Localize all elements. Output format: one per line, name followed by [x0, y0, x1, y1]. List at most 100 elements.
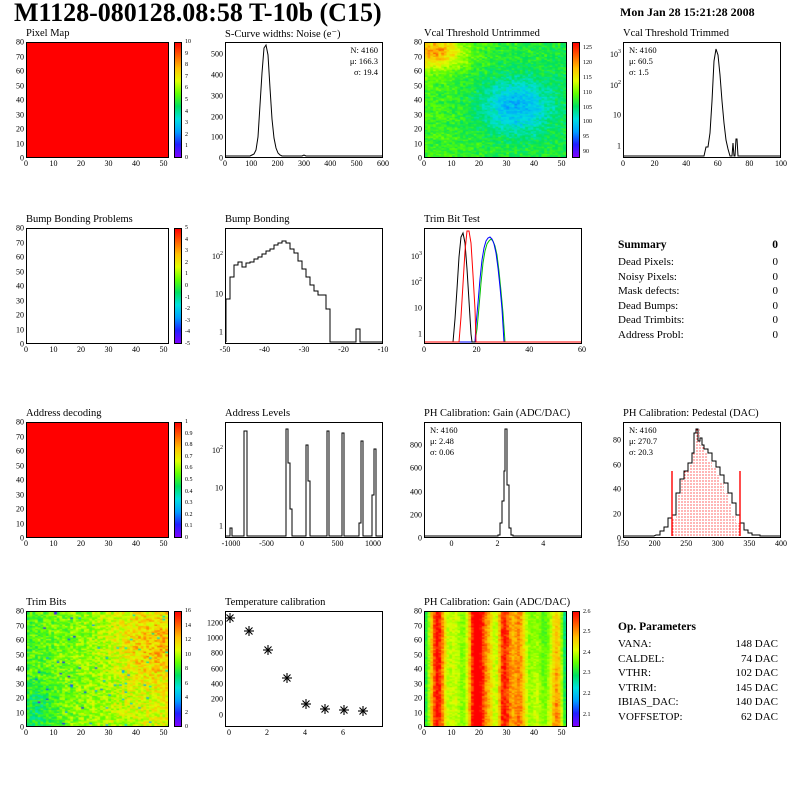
x-axis-labels: 0 10 20 30 40 50: [422, 159, 566, 168]
colorbar: [572, 611, 580, 727]
stat-box-ph-pedestal: N: 4160 μ: 270.7 σ: 20.3: [629, 425, 658, 457]
summary-block: Summary 0 Dead Pixels: 0 Noisy Pixels: 0 M…: [618, 238, 778, 342]
colorbar: [174, 42, 182, 158]
page-title: M1128-080128.08:58 T-10b (C15): [14, 0, 382, 27]
stat-box-ph-gain: N: 4160 μ: 2.48 σ: 0.06: [430, 425, 458, 457]
x-axis-labels: 0 100 200 300 400 500 600: [223, 159, 389, 168]
y-axis-labels: 1 10 102: [212, 445, 223, 531]
x-axis-labels: 0 10 20 30 40 50: [24, 159, 168, 168]
plot-area-trim-bit-test: [424, 228, 582, 344]
timestamp: Mon Jan 28 15:21:28 2008: [620, 5, 755, 19]
y-axis-labels: 0 10 20 30 40 50 60 70 80: [414, 37, 422, 163]
x-axis-labels: 150 200 250 300 350 400: [617, 539, 787, 548]
y-axis-labels: 1 10 102: [212, 251, 223, 337]
plot-area-address-levels: [225, 422, 383, 538]
panel-title: PH Calibration: Pedestal (DAC): [623, 408, 759, 419]
op-parameters-heading: Op. Parameters: [618, 621, 696, 633]
plot-area-pixel-map: [26, 42, 169, 158]
panel-title: Temperature calibration: [225, 597, 326, 608]
plot-area-vcal-untrimmed: [424, 42, 567, 158]
panel-address-decoding[interactable]: Address decoding 0 10 20 30 40 50 60 70 80 0…: [0, 408, 199, 598]
plot-area-scurve: N: 4160 μ: 166.3 σ: 19.4: [225, 42, 383, 158]
x-axis-labels: 0 10 20 30 40 50: [24, 728, 168, 737]
colorbar: [174, 611, 182, 727]
y-axis-labels: 0 200 400 600 800: [410, 440, 422, 543]
colorbar-labels: 2.1 2.2 2.3 2.4 2.5 2.6: [583, 609, 591, 718]
x-axis-labels: 0 10 20 30 40 50: [24, 539, 168, 548]
y-axis-labels: 0 10 20 30 40 50 60 70 80: [16, 417, 24, 543]
x-axis-labels: -50 -40 -30 -20 -10: [219, 345, 389, 354]
plot-area-temperature: [225, 611, 383, 727]
panel-bump-bonding[interactable]: Bump Bonding 1 10 102 -50 -40 -30 -20 -10: [199, 214, 398, 404]
x-axis-labels: -1000 -500 0 500 1000: [221, 539, 381, 548]
plot-area-trim-bits: [26, 611, 169, 727]
summary-row: Dead Bumps: 0: [618, 299, 778, 312]
panel-scurve-widths[interactable]: S-Curve widths: Noise (e⁻) 0 100 200 300 4…: [199, 28, 398, 218]
y-axis-labels: 0 20 40 60 80: [613, 435, 621, 543]
y-axis-labels: 0 10 20 30 40 50 60 70 80: [414, 606, 422, 732]
y-axis-labels: 0 10 20 30 40 50 60 70 80: [16, 606, 24, 732]
panel-title: Address Levels: [225, 408, 291, 419]
op-parameter-row: IBIAS_DAC: 140 DAC: [618, 696, 778, 708]
panel-address-levels[interactable]: Address Levels 1 10 102 -1000 -500 0 500 10…: [199, 408, 398, 598]
summary-row: Address Probl: 0: [618, 328, 778, 341]
op-parameter-row: CALDEL: 74 DAC: [618, 652, 778, 665]
stat-box-scurve: N: 4160 μ: 166.3 σ: 19.4: [349, 45, 378, 77]
panel-title: PH Calibration: Gain (ADC/DAC): [424, 597, 571, 608]
y-axis-labels: 0 100 200 300 400 500: [211, 49, 223, 163]
plot-area-ph-pedestal: N: 4160 μ: 270.7 σ: 20.3: [623, 422, 781, 538]
colorbar: [174, 228, 182, 344]
panel-vcal-threshold-trimmed[interactable]: Vcal Threshold Trimmed 1 10 102 103 N: 41…: [597, 28, 796, 218]
panel-trim-bits[interactable]: Trim Bits 0 10 20 30 40 50 60 70 80 0 10 20 30…: [0, 597, 199, 787]
x-axis-labels: 0 20 40 60: [422, 345, 586, 354]
summary-row: Dead Trimbits: 0: [618, 314, 778, 326]
plot-area-vcal-trimmed: N: 4160 μ: 60.5 σ: 1.5: [623, 42, 781, 158]
panel-title: Vcal Threshold Trimmed: [623, 28, 729, 39]
panel-ph-gain-histogram[interactable]: PH Calibration: Gain (ADC/DAC) 0 200 400 6…: [398, 408, 597, 598]
plot-area-ph-gain: N: 4160 μ: 2.48 σ: 0.06: [424, 422, 582, 538]
stat-box-vcal-trimmed: N: 4160 μ: 60.5 σ: 1.5: [629, 45, 657, 77]
summary-row: Dead Pixels: 0: [618, 256, 778, 268]
summary-heading: Summary: [618, 239, 667, 251]
panel-title: Bump Bonding Problems: [26, 214, 133, 225]
plot-area-bump-problems: [26, 228, 169, 344]
colorbar: [572, 42, 580, 158]
x-axis-labels: 0 10 20 30 40 50: [24, 345, 168, 354]
y-axis-labels: 1 10 102 103: [411, 251, 422, 339]
op-parameter-row: VANA: 148 DAC: [618, 638, 778, 650]
panel-title: Trim Bits: [26, 597, 67, 608]
plot-area-address-decoding: [26, 422, 169, 538]
panel-title: Vcal Threshold Untrimmed: [424, 28, 540, 39]
panel-ph-gain-map[interactable]: PH Calibration: Gain (ADC/DAC) 0 10 20 30 …: [398, 597, 597, 787]
panel-title: PH Calibration: Gain (ADC/DAC): [424, 408, 571, 419]
op-parameter-row: VTHR: 102 DAC: [618, 667, 778, 679]
panel-bump-bonding-problems[interactable]: Bump Bonding Problems 0 10 20 30 40 50 60 70…: [0, 214, 199, 404]
summary-heading-value: 0: [772, 239, 778, 251]
panel-pixel-map[interactable]: Pixel Map 0 10 20 30 40 50 60 70 80 0 10 20 30…: [0, 28, 199, 218]
panel-trim-bit-test[interactable]: Trim Bit Test 1 10 102 103 0 20 40 60: [398, 214, 597, 404]
y-axis-labels: 1 10 102 103: [610, 49, 621, 151]
x-axis-labels: 0 20 40 60 80 100: [621, 159, 787, 168]
summary-row: Mask defects: 0: [618, 285, 778, 297]
colorbar-labels: 90 95 100 105 110 115 120 125: [583, 45, 592, 155]
y-axis-labels: 0 200 400 600 800 1000 1200: [207, 618, 223, 720]
panel-title: Trim Bit Test: [424, 214, 480, 225]
panel-title: Pixel Map: [26, 28, 70, 39]
op-parameters-block: Op. Parameters VANA: 148 DAC CALDEL: 74 DA…: [618, 620, 778, 724]
op-parameter-row: VTRIM: 145 DAC: [618, 681, 778, 694]
colorbar: [174, 422, 182, 538]
op-parameter-row: VOFFSETOP: 62 DAC: [618, 710, 778, 723]
panel-title: Address decoding: [26, 408, 102, 419]
panel-vcal-threshold-untrimmed[interactable]: Vcal Threshold Untrimmed 0 10 20 30 40 50 6…: [398, 28, 597, 218]
panel-title: Bump Bonding: [225, 214, 290, 225]
panel-temperature-calibration[interactable]: Temperature calibration 0 200 400 600 800 1…: [199, 597, 398, 787]
summary-row: Noisy Pixels: 0: [618, 270, 778, 283]
colorbar-labels: 0 0.1 0.2 0.3 0.4 0.5 0.6 0.7 0.8 0.9 1: [185, 419, 193, 541]
panel-ph-pedestal[interactable]: PH Calibration: Pedestal (DAC) 0 20 40 60 …: [597, 408, 796, 598]
x-axis-labels: 0 10 20 30 40 50: [422, 728, 566, 737]
y-axis-labels: 0 10 20 30 40 50 60 70 80: [16, 37, 24, 163]
